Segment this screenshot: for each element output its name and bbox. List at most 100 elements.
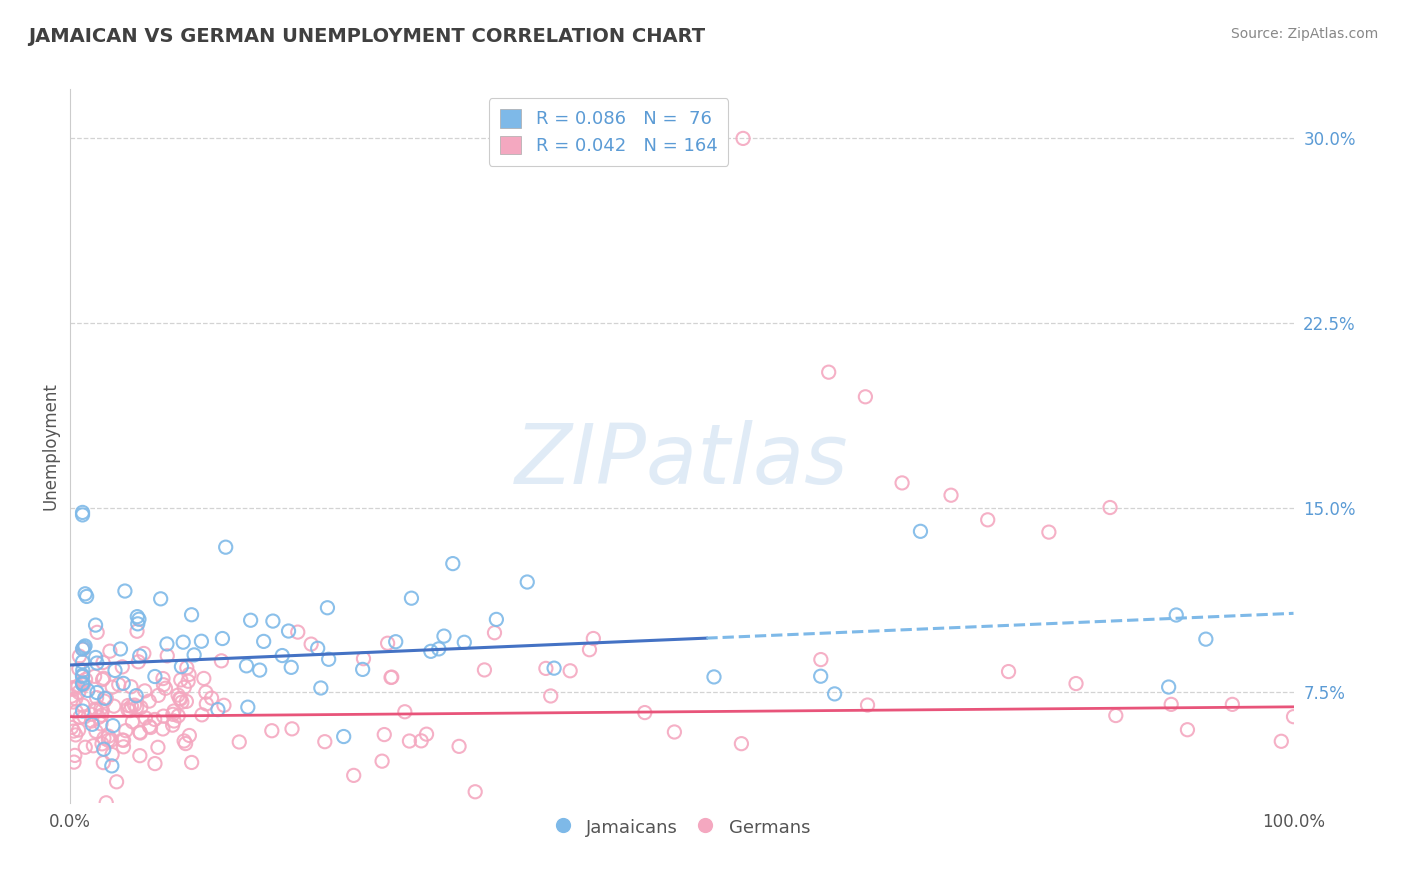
Point <box>129 700 152 714</box>
Point <box>72 508 94 522</box>
Point <box>281 722 304 736</box>
Point <box>72 678 94 692</box>
Text: JAMAICAN VS GERMAN UNEMPLOYMENT CORRELATION CHART: JAMAICAN VS GERMAN UNEMPLOYMENT CORRELAT… <box>28 27 706 45</box>
Point <box>398 734 420 748</box>
Point <box>239 613 262 627</box>
Point <box>125 624 148 639</box>
Point <box>299 637 322 651</box>
Point <box>84 724 107 739</box>
Point <box>134 711 156 725</box>
Point <box>1177 723 1199 737</box>
Point <box>62 724 84 739</box>
Point <box>62 695 84 709</box>
Point <box>191 707 214 722</box>
Point <box>72 642 94 657</box>
Point <box>578 642 600 657</box>
Point <box>856 698 879 712</box>
Point <box>112 733 135 747</box>
Point <box>97 729 120 743</box>
Point <box>127 609 149 624</box>
Point <box>817 365 839 379</box>
Point <box>132 647 155 661</box>
Point <box>193 672 215 686</box>
Point <box>117 702 139 716</box>
Point <box>152 709 174 723</box>
Point <box>72 698 94 713</box>
Point <box>449 739 471 754</box>
Point <box>110 642 132 657</box>
Point <box>173 681 195 695</box>
Point <box>280 660 302 674</box>
Point <box>72 668 94 682</box>
Point <box>228 735 250 749</box>
Point <box>235 658 257 673</box>
Point <box>167 708 190 723</box>
Point <box>180 607 202 622</box>
Point <box>139 721 162 735</box>
Point <box>107 677 129 691</box>
Point <box>332 730 354 744</box>
Point <box>72 676 94 690</box>
Point <box>174 737 197 751</box>
Point <box>143 713 166 727</box>
Point <box>112 739 135 754</box>
Point <box>170 695 193 709</box>
Point <box>128 748 150 763</box>
Point <box>179 729 201 743</box>
Point <box>72 704 94 718</box>
Point <box>634 706 657 720</box>
Point <box>80 714 103 728</box>
Point <box>129 726 152 740</box>
Point <box>72 655 94 669</box>
Point <box>156 637 179 651</box>
Point <box>90 702 112 716</box>
Point <box>91 737 114 751</box>
Point <box>67 662 90 676</box>
Point <box>419 644 441 658</box>
Point <box>101 719 124 733</box>
Point <box>86 625 108 640</box>
Point <box>152 678 174 692</box>
Point <box>101 759 124 773</box>
Point <box>75 673 97 687</box>
Point <box>582 632 605 646</box>
Point <box>381 670 404 684</box>
Point <box>72 674 94 689</box>
Point <box>1166 607 1188 622</box>
Point <box>169 691 191 706</box>
Point <box>104 664 127 678</box>
Point <box>534 661 557 675</box>
Point <box>91 656 114 670</box>
Point <box>167 688 190 702</box>
Point <box>114 723 136 738</box>
Point <box>86 685 108 699</box>
Point <box>207 702 229 716</box>
Point <box>118 704 141 718</box>
Point <box>162 718 184 732</box>
Point <box>1105 708 1128 723</box>
Point <box>401 591 423 606</box>
Point <box>1064 676 1087 690</box>
Point <box>371 754 394 768</box>
Point <box>318 652 340 666</box>
Point <box>152 672 174 686</box>
Point <box>287 625 309 640</box>
Point <box>127 655 149 669</box>
Point <box>176 694 198 708</box>
Point <box>114 584 136 599</box>
Point <box>101 747 124 762</box>
Point <box>125 700 148 714</box>
Point <box>170 673 193 687</box>
Point <box>138 719 160 733</box>
Point <box>195 697 218 711</box>
Point <box>143 669 166 683</box>
Point <box>810 669 832 683</box>
Point <box>664 725 686 739</box>
Text: Source: ZipAtlas.com: Source: ZipAtlas.com <box>1230 27 1378 41</box>
Point <box>427 641 450 656</box>
Point <box>316 600 339 615</box>
Point <box>98 644 121 658</box>
Point <box>1270 734 1292 748</box>
Point <box>63 755 86 769</box>
Point <box>169 692 191 706</box>
